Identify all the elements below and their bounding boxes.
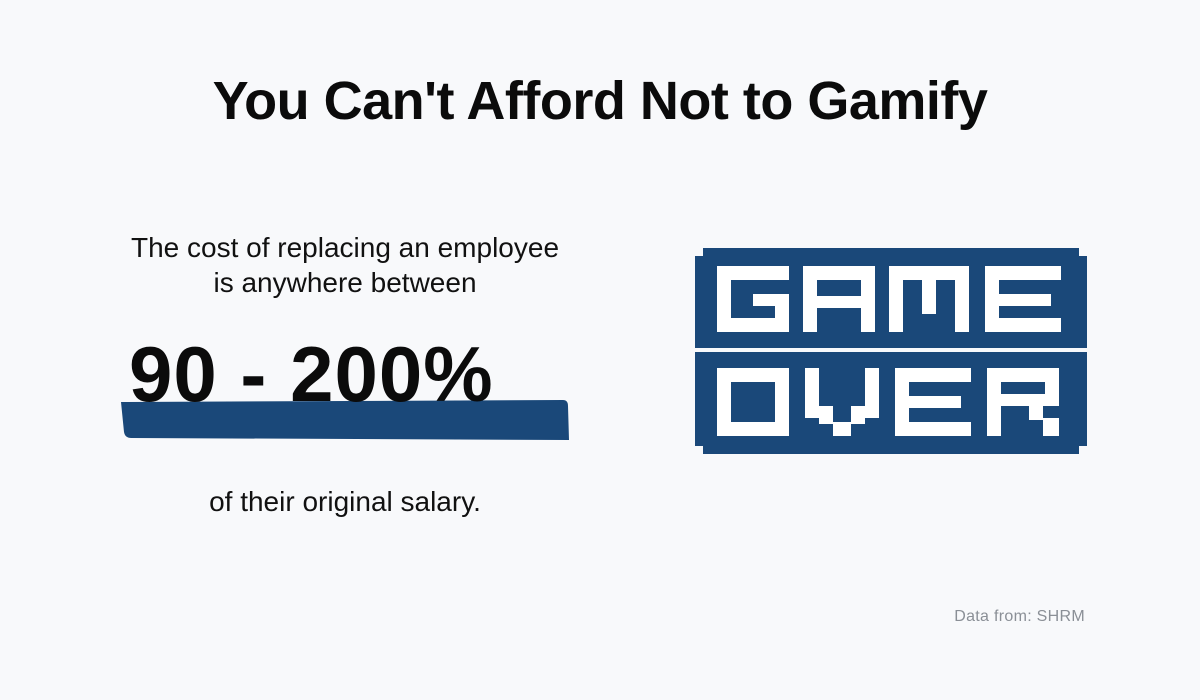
source-citation: Data from: SHRM: [954, 608, 1085, 625]
outro-text: of their original salary.: [209, 486, 481, 517]
page-title: You Can't Afford Not to Gamify: [212, 71, 988, 131]
highlight-bar: [121, 400, 569, 440]
percentage-range: 90 - 200%: [129, 330, 494, 418]
game-over-graphic: [695, 248, 1087, 454]
stat-block: 90 - 200%: [95, 334, 595, 464]
intro-text: The cost of replacing an employee is any…: [130, 232, 560, 298]
cost-statement: The cost of replacing an employee is any…: [95, 230, 595, 519]
